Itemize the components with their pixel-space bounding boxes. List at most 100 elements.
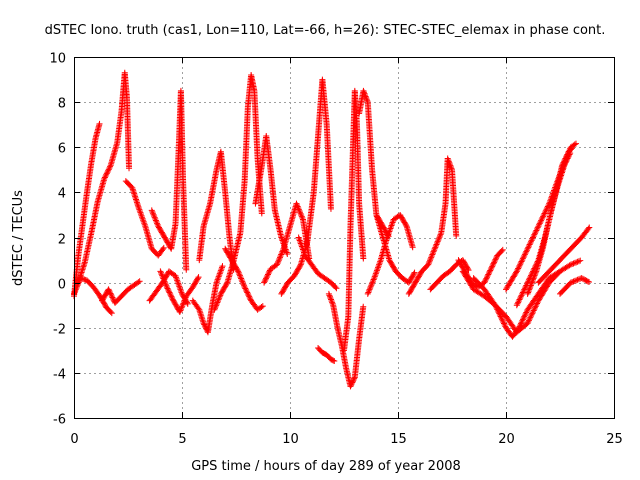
data-point: [415, 274, 422, 281]
data-point: [520, 315, 527, 322]
data-point: [530, 234, 536, 241]
data-point: [425, 261, 432, 268]
data-point: [192, 279, 199, 286]
data-point: [487, 266, 494, 273]
data-point: [360, 87, 367, 94]
data-point: [200, 320, 207, 327]
data-point: [293, 200, 300, 207]
data-point: [586, 278, 593, 285]
data-point: [585, 225, 592, 232]
data-point: [275, 258, 282, 265]
data-point: [264, 271, 271, 278]
data-point: [151, 214, 158, 221]
data-point: [521, 252, 528, 259]
data-point: [106, 287, 113, 294]
data-point: [158, 271, 165, 278]
data-point: [126, 165, 133, 172]
data-point: [444, 155, 451, 162]
data-point: [193, 277, 200, 284]
data-point: [573, 277, 580, 284]
data-point: [226, 253, 233, 260]
data-point: [360, 303, 367, 310]
data-point: [417, 270, 424, 277]
data-point: [389, 263, 396, 270]
data-point: [410, 283, 417, 290]
data-point: [258, 210, 265, 217]
data-point: [181, 297, 188, 304]
data-point: [499, 246, 506, 253]
data-point: [295, 204, 302, 211]
data-point: [284, 251, 291, 258]
data-point: [166, 289, 173, 296]
data-point: [219, 263, 226, 270]
data-point: [380, 224, 387, 231]
data-point: [407, 287, 414, 294]
y-tick-label: 6: [58, 142, 66, 157]
data-point: [279, 248, 286, 255]
data-point: [224, 249, 231, 256]
data-point: [184, 300, 191, 307]
data-point: [521, 312, 528, 319]
data-point: [435, 237, 442, 244]
data-point: [162, 279, 169, 286]
data-point: [532, 303, 539, 310]
data-point: [297, 210, 304, 217]
data-point: [216, 295, 223, 302]
data-point: [239, 278, 246, 285]
data-point: [534, 226, 541, 233]
data-point: [347, 383, 354, 390]
data-point: [532, 228, 539, 235]
data-point: [163, 282, 170, 289]
data-point: [534, 224, 541, 231]
data-point: [493, 255, 500, 262]
y-tick-label: 0: [58, 278, 66, 293]
data-point: [350, 376, 357, 383]
data-point: [513, 269, 520, 276]
data-point: [447, 162, 454, 169]
data-point: [148, 207, 155, 214]
data-point: [329, 299, 336, 306]
data-point: [281, 284, 288, 291]
data-point: [233, 264, 239, 271]
data-point: [109, 294, 116, 301]
data-point: [412, 279, 419, 286]
data-point: [278, 290, 285, 297]
data-point: [108, 291, 115, 298]
data-point: [222, 283, 229, 290]
data-point: [528, 311, 535, 318]
data-point: [524, 320, 531, 327]
data-point: [167, 292, 174, 299]
data-point: [492, 256, 499, 263]
data-point: [530, 308, 536, 315]
data-point: [295, 206, 302, 213]
data-point: [180, 300, 187, 307]
data-point: [561, 156, 568, 163]
data-point: [369, 279, 376, 286]
data-point: [486, 268, 493, 275]
y-tick-label: -6: [53, 413, 66, 428]
data-point: [386, 257, 393, 264]
data-point: [155, 224, 162, 231]
data-point: [529, 235, 536, 242]
data-point: [154, 220, 161, 227]
data-point: [410, 270, 417, 277]
data-point: [159, 274, 166, 281]
data-point: [537, 218, 544, 225]
data-point: [107, 163, 114, 170]
data-point: [263, 274, 270, 281]
data-point: [173, 302, 180, 309]
data-point: [154, 221, 161, 228]
data-point: [408, 285, 415, 292]
data-point: [164, 285, 171, 292]
data-point: [491, 259, 498, 266]
data-point: [326, 292, 333, 299]
data-point: [489, 263, 496, 270]
data-point: [407, 277, 414, 284]
data-point: [483, 274, 490, 281]
data-point: [332, 284, 339, 291]
data-point: [410, 272, 417, 279]
data-point: [360, 89, 367, 96]
data-point: [574, 258, 581, 265]
data-point: [351, 375, 358, 382]
data-point: [298, 213, 305, 220]
